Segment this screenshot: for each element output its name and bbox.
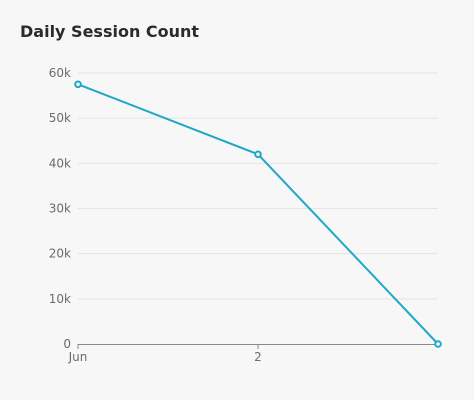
series-group xyxy=(74,80,442,348)
chart-title: Daily Session Count xyxy=(20,22,200,41)
grid-lines xyxy=(78,72,438,300)
x-axis: Jun 2 xyxy=(68,344,438,364)
series-line xyxy=(77,83,439,345)
y-tick-label: 20k xyxy=(49,247,71,261)
data-point[interactable] xyxy=(74,80,82,89)
y-tick-label: 30k xyxy=(49,202,71,216)
y-tick-label: 0 xyxy=(63,337,71,351)
data-point[interactable] xyxy=(434,340,442,348)
y-tick-label: 10k xyxy=(49,292,71,306)
data-point[interactable] xyxy=(254,150,262,159)
y-tick-label: 60k xyxy=(49,66,71,80)
x-tick-label: 2 xyxy=(254,350,262,364)
y-tick-label: 50k xyxy=(49,111,71,125)
y-tick-label: 40k xyxy=(49,156,71,170)
y-axis-ticks: 0 10k 20k 30k 40k 50k 60k xyxy=(49,66,71,351)
x-tick-label: Jun xyxy=(68,350,88,364)
